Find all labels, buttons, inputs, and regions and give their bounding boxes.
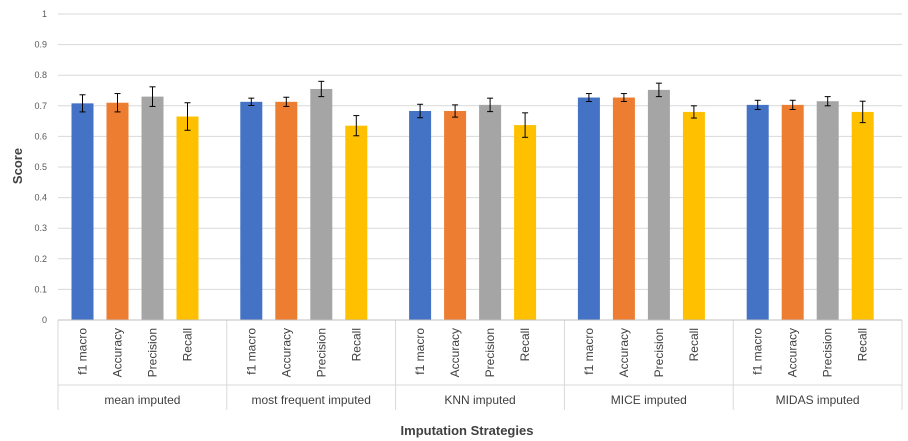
x-tick-label: Recall [181, 328, 195, 361]
y-tick-label: 0.9 [34, 40, 47, 50]
error-bar [522, 112, 529, 138]
error-bar [417, 103, 424, 119]
error-bar [318, 80, 325, 98]
x-tick-label: Recall [856, 328, 870, 361]
x-tick-label: f1 macro [76, 328, 90, 375]
y-tick-label: 0.2 [34, 254, 47, 264]
x-axis-title: Imputation Strategies [401, 423, 534, 438]
y-tick-label: 0.1 [34, 284, 47, 294]
group-label: KNN imputed [444, 393, 515, 407]
y-tick-label: 0.3 [34, 223, 47, 233]
error-bar [655, 82, 662, 98]
error-bar [789, 99, 796, 110]
x-tick-label: f1 macro [582, 328, 596, 375]
y-axis-title: Score [10, 148, 25, 184]
x-tick-label: Accuracy [111, 328, 125, 377]
bar [444, 111, 467, 320]
error-bar [690, 105, 697, 119]
error-bar [620, 93, 627, 103]
y-tick-label: 0.5 [34, 162, 47, 172]
bar [612, 97, 635, 321]
y-tick-label: 0.6 [34, 131, 47, 141]
x-tick-label: Precision [483, 328, 497, 377]
x-tick-label: Recall [518, 328, 532, 361]
x-tick-label: Precision [652, 328, 666, 377]
x-tick-label: Accuracy [448, 328, 462, 377]
bar [176, 116, 199, 320]
x-tick-label: Precision [821, 328, 835, 377]
bar [275, 101, 298, 321]
y-tick-label: 0.8 [34, 70, 47, 80]
bar [647, 89, 670, 320]
x-tick-label: Accuracy [786, 328, 800, 377]
error-bar [452, 104, 459, 118]
bar [409, 111, 432, 320]
error-bar [754, 99, 761, 110]
error-bar [585, 93, 592, 103]
bar [682, 111, 705, 320]
y-axis-ticks: 0 0.1 0.2 0.3 0.4 0.5 0.6 0.7 0.8 0.9 1 [34, 9, 47, 325]
error-bar [79, 94, 86, 113]
bar [781, 104, 804, 320]
bar [816, 101, 839, 321]
x-tick-label: Recall [349, 328, 363, 361]
x-tick-label: Precision [146, 328, 160, 377]
bar [141, 96, 164, 321]
bar [345, 125, 368, 320]
bar [310, 88, 333, 320]
x-tick-label: Accuracy [279, 328, 293, 377]
bar [240, 101, 263, 321]
x-axis: f1 macro Accuracy Precision Recall mean impu… [57, 319, 903, 410]
bars [71, 88, 874, 321]
y-tick-label: 0.4 [34, 193, 47, 203]
x-tick-label: f1 macro [413, 328, 427, 375]
bar [577, 97, 600, 321]
bar [479, 104, 502, 320]
y-tick-label: 0 [42, 315, 47, 325]
error-bar [184, 102, 191, 131]
x-tick-label: Precision [314, 328, 328, 377]
group-label: MICE imputed [611, 393, 687, 407]
group-label: MIDAS imputed [776, 393, 860, 407]
group-label: most frequent imputed [251, 393, 370, 407]
error-bar [487, 97, 494, 113]
error-bar [283, 96, 290, 107]
error-bar [114, 93, 121, 113]
group-label: mean imputed [104, 393, 180, 407]
bar [851, 111, 874, 320]
x-tick-label: f1 macro [751, 328, 765, 375]
x-tick-label: f1 macro [244, 328, 258, 375]
x-tick-label: Accuracy [617, 328, 631, 377]
y-tick-label: 1 [42, 9, 47, 19]
error-bar [149, 86, 156, 107]
bar [514, 125, 537, 320]
y-tick-label: 0.7 [34, 101, 47, 111]
error-bar [824, 96, 831, 107]
error-bar [248, 97, 255, 106]
bar [106, 102, 129, 321]
error-bar [353, 115, 360, 137]
bar [71, 103, 94, 321]
x-tick-label: Recall [687, 328, 701, 361]
error-bar [859, 100, 866, 124]
error-bars [79, 80, 866, 138]
bar [746, 104, 769, 320]
